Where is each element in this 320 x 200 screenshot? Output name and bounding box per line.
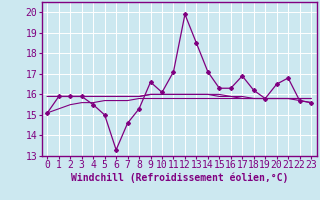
X-axis label: Windchill (Refroidissement éolien,°C): Windchill (Refroidissement éolien,°C) xyxy=(70,173,288,183)
